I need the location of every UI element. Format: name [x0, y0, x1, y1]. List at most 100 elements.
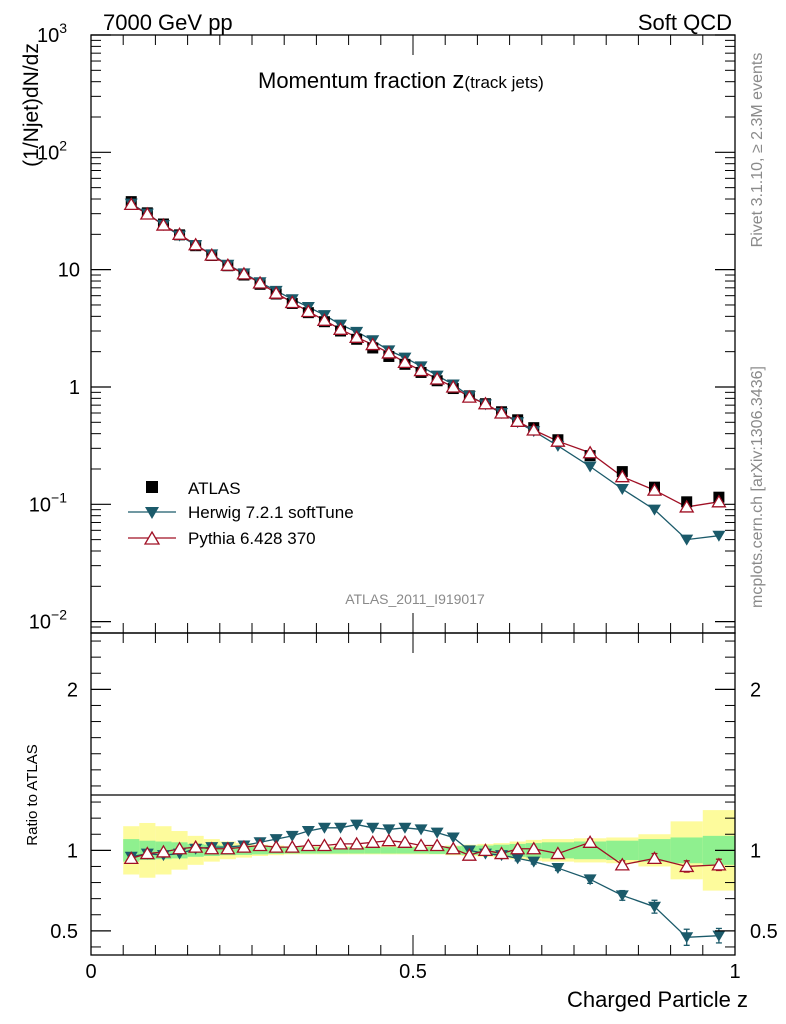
- pythia-ratio-point: [614, 857, 630, 871]
- ratio-ytick-label-left: 2: [67, 679, 78, 701]
- main-y-axis-label: (1/Njet)dN/dz: [20, 43, 43, 167]
- pythia-point: [365, 337, 381, 351]
- herwig-ratio-point: [382, 824, 396, 836]
- main-ytick-label: 1: [69, 377, 80, 399]
- herwig-ratio-point: [446, 832, 460, 844]
- legend-label-pythia: Pythia 6.428 370: [188, 529, 316, 548]
- side-label-lower: mcplots.cern.ch [arXiv:1306.3436]: [749, 366, 766, 608]
- pythia-point: [614, 469, 630, 483]
- pythia-point: [461, 389, 477, 403]
- herwig-ratio-point: [285, 830, 299, 842]
- header-left: 7000 GeV pp: [103, 10, 233, 35]
- pythia-ratio-point: [316, 838, 333, 852]
- pythia-ratio-point: [284, 839, 300, 853]
- pythia-point: [711, 494, 727, 508]
- pythia-point: [252, 275, 268, 289]
- side-label-upper: Rivet 3.1.10, ≥ 2.3M events: [749, 53, 766, 248]
- ratio-ytick-label-left: 1: [67, 840, 78, 862]
- ratio-band-green: [574, 841, 607, 860]
- pythia-ratio-point: [220, 841, 236, 855]
- ratio-band-green: [606, 840, 639, 861]
- pythia-ratio-point: [510, 841, 526, 855]
- ratio-ytick-label-right: 2: [750, 679, 761, 701]
- x-tick-label: 0.5: [399, 961, 427, 983]
- main-title: Momentum fraction z(track jets): [258, 67, 544, 94]
- herwig-ratio-point: [350, 819, 364, 831]
- pythia-point: [381, 345, 397, 359]
- pythia-ratio-point: [155, 844, 172, 858]
- pythia-point: [493, 405, 510, 419]
- legend: ATLAS Herwig 7.2.1 softTune Pythia 6.428…: [128, 479, 354, 548]
- legend-marker-atlas: [146, 481, 158, 493]
- herwig-point: [583, 461, 597, 473]
- herwig-ratio-point: [430, 827, 444, 839]
- main-ytick-label: 102: [37, 137, 67, 164]
- pythia-point: [646, 482, 663, 496]
- herwig-ratio-point: [269, 834, 283, 846]
- herwig-ratio-point: [334, 822, 348, 834]
- pythia-ratio-point: [413, 838, 429, 852]
- main-ytick-label: 10: [58, 260, 80, 282]
- ratio-panel: 0.5 0.5 1 1 2 2 0 0.5 1 Ratio to ATLAS Charged P…: [24, 632, 778, 1012]
- pythia-ratio-point: [582, 835, 598, 848]
- pythia-ratio-point: [461, 847, 477, 861]
- pythia-ratio-point: [550, 846, 566, 860]
- ratio-ytick-label-left: 0.5: [50, 921, 78, 943]
- pythia-point: [284, 295, 300, 309]
- pythia-ratio-point: [332, 836, 349, 850]
- watermark-label: ATLAS_2011_I919017: [345, 591, 485, 607]
- main-panel: Momentum fraction z(track jets) (1/Njet)…: [20, 20, 736, 634]
- pythia-point: [188, 237, 204, 251]
- ratio-band-green: [396, 847, 413, 854]
- main-ytick-label: 103: [37, 20, 67, 47]
- pythia-point: [139, 206, 155, 220]
- pythia-ratio-point: [679, 859, 695, 873]
- pythia-point: [300, 304, 316, 318]
- herwig-ratio-point: [551, 863, 565, 875]
- pythia-point: [526, 422, 542, 436]
- herwig-ratio-point: [648, 901, 661, 913]
- herwig-point: [615, 484, 629, 496]
- pythia-ratio-point: [711, 857, 727, 871]
- pythia-ratio-point: [300, 838, 316, 852]
- x-tick-label: 0: [85, 961, 96, 983]
- pythia-ratio-point: [429, 838, 445, 852]
- pythia-line: [130, 203, 720, 508]
- pythia-ratio-point: [526, 841, 542, 855]
- pythia-ratio-point: [493, 846, 510, 860]
- pythia-ratio-point: [204, 841, 220, 855]
- pythia-ratio-point: [123, 851, 139, 865]
- pythia-ratio-point: [139, 846, 155, 860]
- pythia-point: [550, 433, 566, 447]
- pythia-ratio-point: [445, 841, 461, 855]
- legend-marker-herwig: [145, 507, 159, 519]
- herwig-point: [712, 530, 726, 542]
- herwig-point: [680, 534, 694, 546]
- herwig-ratio-point: [414, 824, 428, 836]
- herwig-ratio-point: [301, 826, 315, 838]
- ratio-band-green: [348, 847, 365, 854]
- herwig-ratio-point: [680, 932, 694, 944]
- ratio-band-green: [364, 847, 381, 854]
- ratio-plot-frame: [90, 632, 736, 956]
- pythia-ratio-point: [171, 841, 188, 855]
- pythia-ratio-point: [646, 851, 663, 865]
- pythia-ratio-point: [381, 833, 397, 847]
- ratio-ytick-label-right: 0.5: [750, 921, 778, 943]
- x-axis-label: Charged Particle z: [567, 987, 748, 1012]
- pythia-point: [236, 266, 252, 280]
- herwig-ratio-point: [527, 856, 541, 868]
- herwig-ratio-point: [712, 930, 726, 942]
- main-ytick-label: 10−2: [29, 607, 67, 634]
- ratio-band-green: [670, 837, 703, 864]
- ratio-band-green: [638, 839, 671, 862]
- pythia-ratio-point: [188, 839, 204, 853]
- pythia-ratio-point: [477, 843, 494, 856]
- pythia-point: [316, 313, 333, 326]
- pythia-ratio-point: [349, 836, 365, 850]
- herwig-ratio-point: [317, 822, 331, 834]
- herwig-ratio-point: [615, 890, 629, 902]
- pythia-point: [582, 445, 598, 459]
- ratio-ytick-label-right: 1: [750, 840, 761, 862]
